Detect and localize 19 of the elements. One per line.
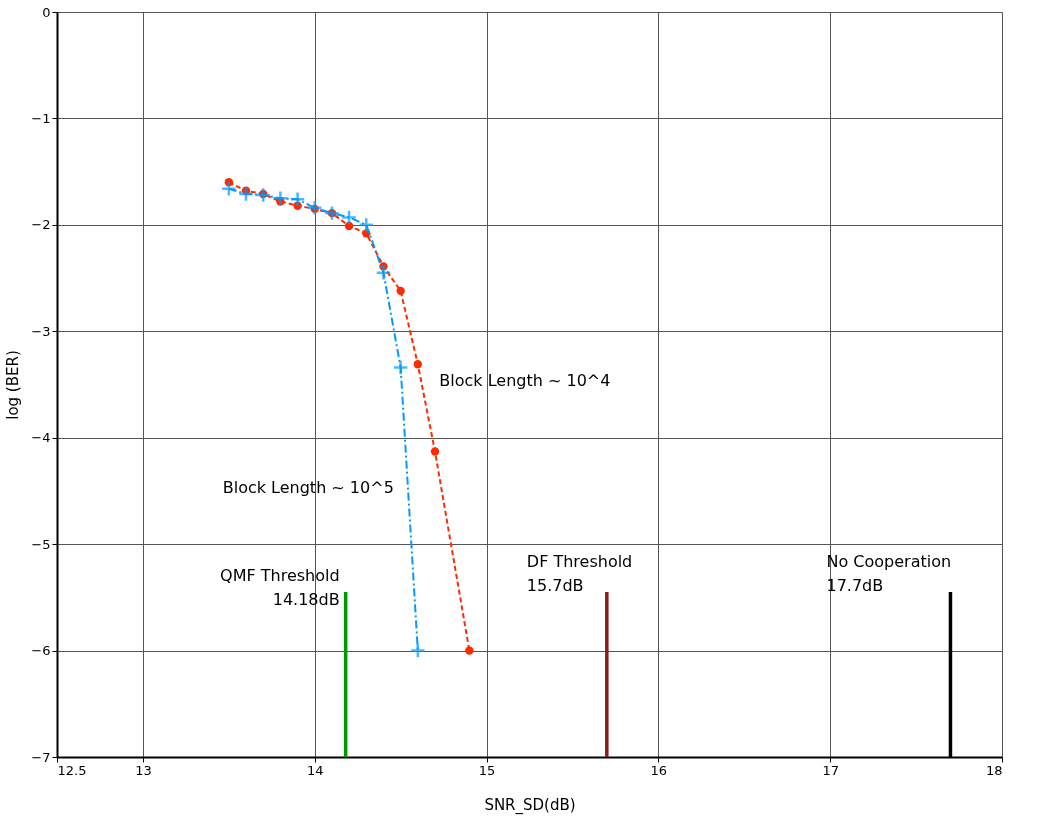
x-tick-label: 12.5 [57, 762, 87, 778]
x-axis-title: SNR_SD(dB) [484, 795, 576, 815]
y-tick-label: −2 [31, 217, 51, 233]
y-tick-label: −1 [31, 110, 51, 126]
x-tick-label: 14 [306, 762, 324, 778]
series-label: DF Threshold 15.7dB [526, 552, 633, 596]
y-tick-label: −5 [31, 536, 51, 552]
y-tick-label: −4 [31, 430, 51, 446]
x-tick-label: 15 [478, 762, 496, 778]
y-tick-label: 0 [42, 4, 51, 20]
x-tick-label: 17 [822, 762, 839, 778]
x-tick-label: 18 [985, 762, 1003, 778]
y-axis-title: log (BER) [4, 350, 23, 420]
y-tick-label: −7 [31, 749, 51, 765]
x-tick-label: 13 [135, 762, 152, 778]
x-tick-label: 16 [650, 762, 668, 778]
y-tick-label: −3 [31, 323, 51, 339]
series-label: Block Length ~ 10^4 [439, 370, 611, 390]
y-tick-label: −6 [31, 643, 51, 659]
